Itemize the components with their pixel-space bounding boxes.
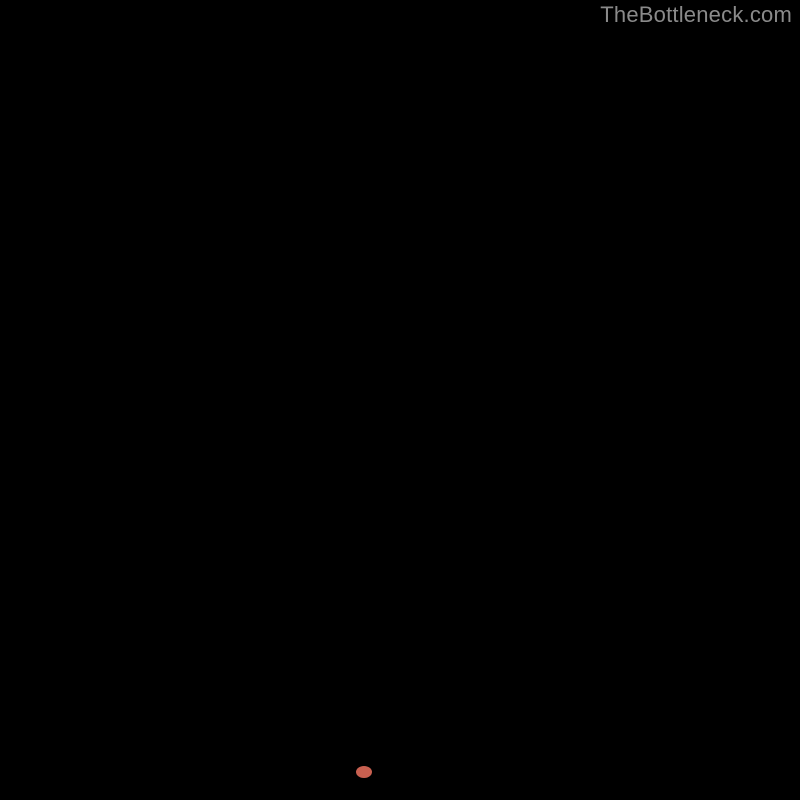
optimal-point-marker	[356, 766, 372, 778]
bottleneck-chart	[0, 0, 800, 800]
plot-background	[25, 25, 775, 775]
watermark-text: TheBottleneck.com	[600, 2, 792, 28]
